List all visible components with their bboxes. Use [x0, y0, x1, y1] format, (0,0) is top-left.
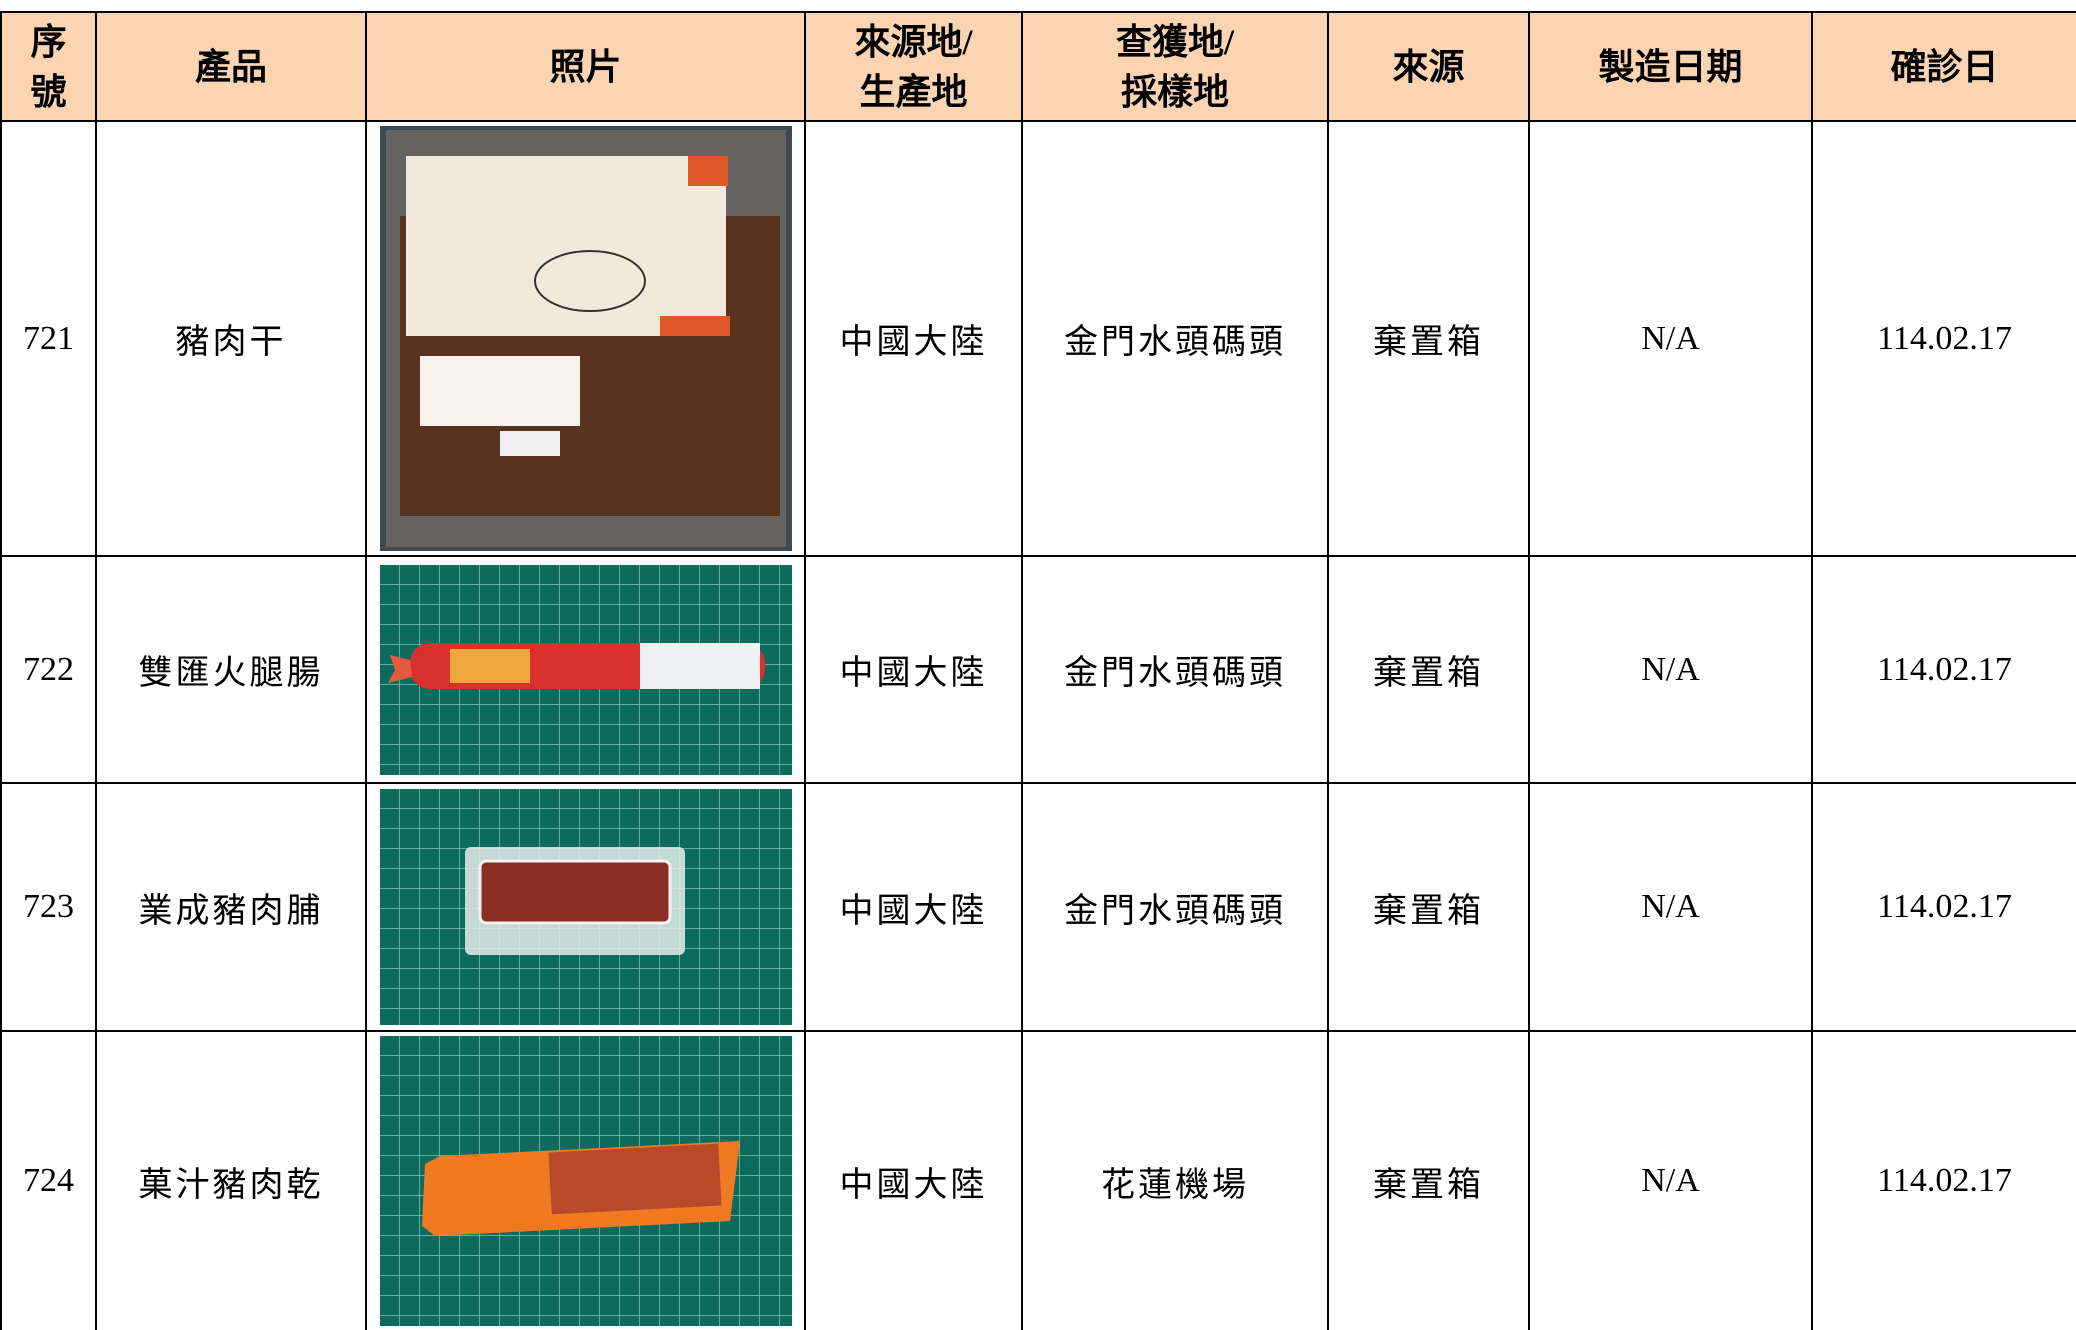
photo [379, 564, 792, 775]
cell: 724 [0, 1030, 97, 1330]
header-cell: 來源地/ 生產地 [804, 11, 1023, 122]
cell: 723 [0, 782, 97, 1032]
photo [379, 1036, 792, 1326]
cell: 棄置箱 [1327, 555, 1530, 784]
photo-cell [365, 782, 806, 1032]
header-cell: 來源 [1327, 11, 1530, 122]
cell: 中國大陸 [804, 120, 1023, 557]
cell: N/A [1528, 120, 1813, 557]
header-cell: 製造日期 [1528, 11, 1813, 122]
cell: 棄置箱 [1327, 120, 1530, 557]
product-table: 序 號 產品 照片 來源地/ 生產地 查獲地/ 採樣地 來源 製造日期 確診日 … [0, 11, 2076, 1330]
cell: 721 [0, 120, 97, 557]
cell: 金門水頭碼頭 [1021, 782, 1329, 1032]
cell: 花蓮機場 [1021, 1030, 1329, 1330]
cell: 業成豬肉脯 [95, 782, 367, 1032]
cell: N/A [1528, 782, 1813, 1032]
photo [379, 126, 792, 551]
cell: 中國大陸 [804, 555, 1023, 784]
cell: 棄置箱 [1327, 1030, 1530, 1330]
row: 722 雙匯火腿腸 中國大陸 金門水頭碼頭 棄置箱 N/A 114.02.17 [0, 555, 2076, 784]
photo-cell [365, 555, 806, 784]
cell: 114.02.17 [1811, 555, 2076, 784]
cell: N/A [1528, 555, 1813, 784]
cell: 114.02.17 [1811, 120, 2076, 557]
header-cell: 查獲地/ 採樣地 [1021, 11, 1329, 122]
header-cell: 產品 [95, 11, 367, 122]
cell: 豬肉干 [95, 120, 367, 557]
row: 723 業成豬肉脯 中國大陸 金門水頭碼頭 棄置箱 N/A 114.02.17 [0, 782, 2076, 1032]
table-wrap: 序 號 產品 照片 來源地/ 生產地 查獲地/ 採樣地 來源 製造日期 確診日 … [0, 11, 2076, 1330]
header-row: 序 號 產品 照片 來源地/ 生產地 查獲地/ 採樣地 來源 製造日期 確診日 [0, 11, 2076, 122]
header-cell: 確診日 [1811, 11, 2076, 122]
cell: 114.02.17 [1811, 1030, 2076, 1330]
cell: 金門水頭碼頭 [1021, 120, 1329, 557]
photo [379, 789, 792, 1025]
cell: N/A [1528, 1030, 1813, 1330]
photo-cell [365, 1030, 806, 1330]
cell: 中國大陸 [804, 1030, 1023, 1330]
header-cell: 照片 [365, 11, 806, 122]
cell: 棄置箱 [1327, 782, 1530, 1032]
cell: 金門水頭碼頭 [1021, 555, 1329, 784]
cell: 722 [0, 555, 97, 784]
header-cell: 序 號 [0, 11, 97, 122]
row: 724 菓汁豬肉乾 中國大陸 花蓮機場 棄置箱 N/A 114.02.17 [0, 1030, 2076, 1330]
cell: 菓汁豬肉乾 [95, 1030, 367, 1330]
cell: 中國大陸 [804, 782, 1023, 1032]
row: 721 豬肉干 中國大陸 金門水頭碼頭 棄置箱 N/A 114.02.17 [0, 120, 2076, 557]
photo-cell [365, 120, 806, 557]
cell: 雙匯火腿腸 [95, 555, 367, 784]
cell: 114.02.17 [1811, 782, 2076, 1032]
